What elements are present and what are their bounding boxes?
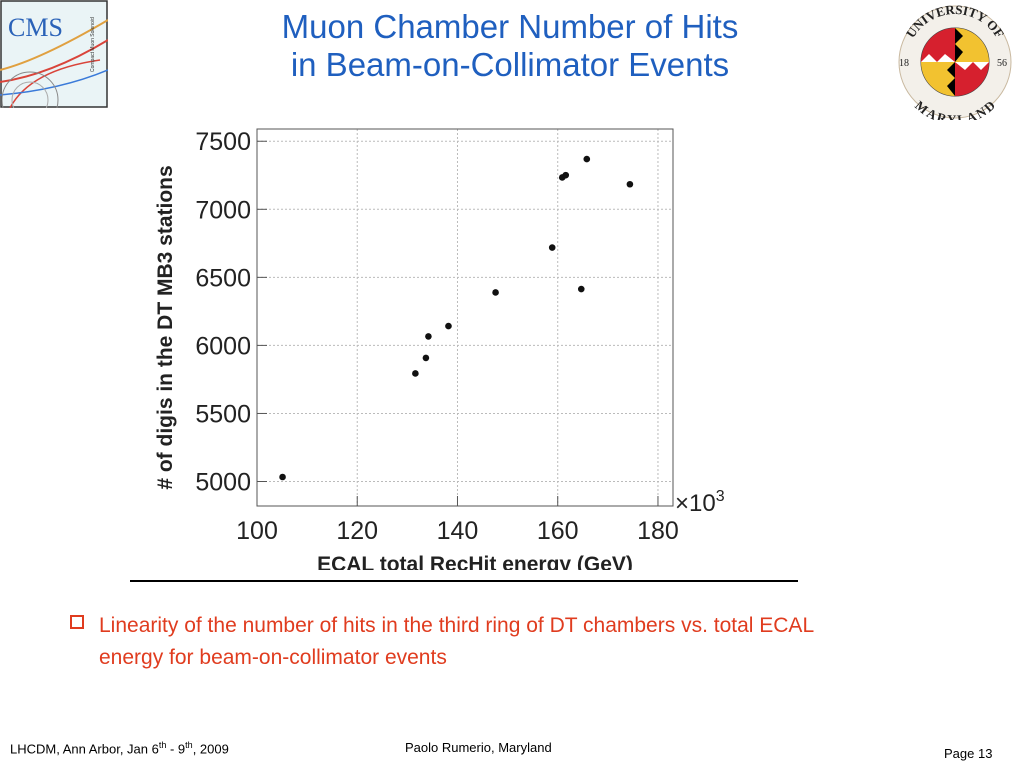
data-point bbox=[412, 370, 419, 377]
x-axis-label: ECAL total RecHit energy (GeV) bbox=[317, 553, 633, 570]
data-point bbox=[577, 285, 585, 293]
y-tick-label: 6000 bbox=[195, 332, 251, 360]
bullet-checkbox-icon bbox=[70, 615, 84, 629]
x-tick-label: 180 bbox=[637, 517, 679, 545]
y-tick-label: 7000 bbox=[195, 196, 251, 224]
data-point bbox=[562, 171, 570, 179]
y-axis: 5000 5500 6000 6500 7000 7500 bbox=[195, 128, 267, 497]
umd-seal-graphic: UNIVERSITY OF MARYLAND 18 56 bbox=[898, 2, 1012, 127]
umd-seal-year-right: 56 bbox=[997, 58, 1007, 69]
x-tick-label: 100 bbox=[236, 517, 278, 545]
x-axis-multiplier-exponent: 3 bbox=[716, 488, 725, 505]
x-axis: 100 120 140 160 180 bbox=[236, 496, 679, 545]
data-point bbox=[548, 244, 556, 251]
cms-logo-subtext: Compact Muon Solenoid bbox=[90, 17, 96, 72]
y-tick-label: 6500 bbox=[195, 264, 251, 292]
cms-logo-text: CMS bbox=[8, 13, 63, 42]
university-of-maryland-seal: UNIVERSITY OF MARYLAND 18 56 bbox=[893, 2, 1017, 127]
bullet-text: Linearity of the number of hits in the t… bbox=[99, 614, 814, 669]
chart-grid bbox=[256, 129, 673, 506]
divider-line bbox=[130, 580, 798, 582]
plot-frame bbox=[256, 128, 674, 507]
scatter-chart: 5000 5500 6000 6500 7000 7500 100 120 140 160 180… bbox=[140, 120, 760, 576]
y-tick-label: 5500 bbox=[195, 400, 251, 428]
data-point bbox=[279, 473, 286, 481]
umd-seal-year-left: 18 bbox=[899, 58, 909, 69]
slide-title-line1: Muon Chamber Number of Hits bbox=[281, 8, 739, 45]
cms-logo: CMS Compact Muon Solenoid bbox=[0, 0, 109, 129]
footer-sup-1: th bbox=[158, 740, 167, 750]
y-tick-label: 5000 bbox=[195, 469, 251, 497]
footer-sup-2: th bbox=[185, 740, 193, 750]
data-point bbox=[445, 322, 452, 330]
slide-title-line2: in Beam-on-Collimator Events bbox=[290, 46, 730, 83]
footer-conference: LHCDM, Ann Arbor, Jan 6th - 9th, 2009 bbox=[10, 740, 229, 756]
data-point bbox=[492, 289, 499, 296]
x-tick-label: 140 bbox=[437, 517, 479, 545]
data-point bbox=[583, 155, 591, 163]
slide-title: Muon Chamber Number of Hits in Beam-on-C… bbox=[200, 8, 820, 84]
y-tick-label: 7500 bbox=[195, 128, 251, 156]
y-axis-label: # of digis in the DT MB3 stations bbox=[154, 165, 177, 489]
x-tick-label: 160 bbox=[537, 517, 579, 545]
x-axis-multiplier: ×103 bbox=[675, 488, 725, 517]
x-tick-label: 120 bbox=[336, 517, 378, 545]
footer-page-number: Page 13 bbox=[944, 746, 993, 761]
data-points bbox=[279, 155, 634, 481]
footer-conference-end: , 2009 bbox=[192, 741, 229, 757]
data-point bbox=[626, 180, 634, 188]
data-point bbox=[425, 333, 432, 340]
footer-conference-mid: - 9 bbox=[166, 741, 186, 757]
footer-author: Paolo Rumerio, Maryland bbox=[405, 740, 552, 755]
footer-conference-text: LHCDM, Ann Arbor, Jan 6 bbox=[10, 741, 159, 757]
cms-logo-graphic: CMS Compact Muon Solenoid bbox=[0, 0, 109, 129]
scatter-chart-svg: 5000 5500 6000 6500 7000 7500 100 120 140 160 180… bbox=[154, 128, 725, 576]
x-axis-multiplier-base: ×10 bbox=[675, 490, 716, 517]
data-point bbox=[422, 354, 430, 362]
